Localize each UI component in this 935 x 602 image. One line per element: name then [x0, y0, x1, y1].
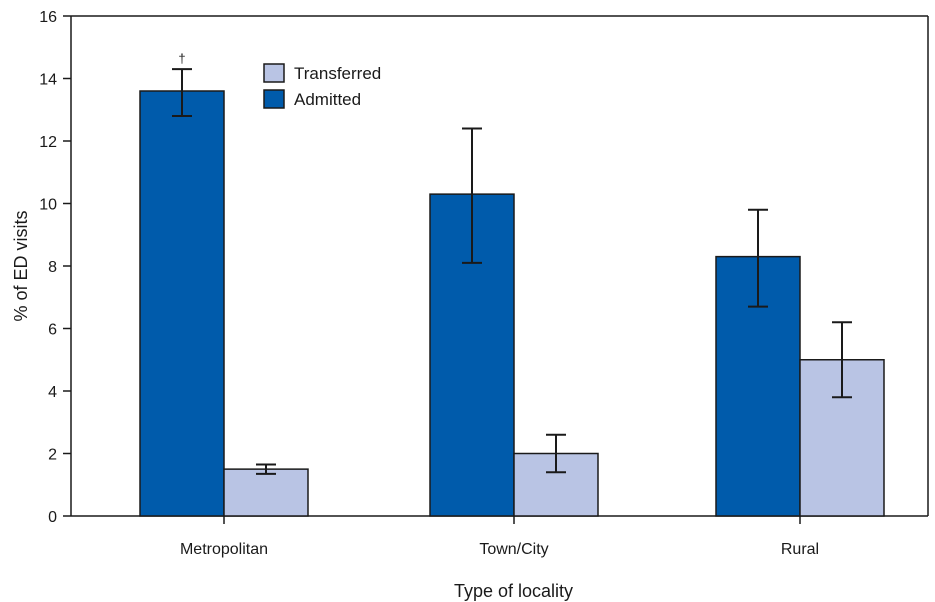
error-bar: [172, 68, 192, 117]
legend-item-transferred: Transferred: [263, 63, 381, 83]
x-tick-label: Town/City: [479, 541, 548, 558]
y-tick-label: 0: [48, 509, 57, 526]
legend-item-admitted: Admitted: [263, 89, 361, 109]
legend-label: Transferred: [294, 64, 381, 83]
error-bars: [172, 68, 852, 475]
x-ticks: Metropolitan Town/City Rural: [180, 516, 819, 558]
legend-label: Admitted: [294, 90, 361, 109]
error-bar: [748, 208, 768, 308]
x-tick-label: Rural: [781, 541, 819, 558]
error-bar: [462, 127, 482, 264]
y-tick-label: 6: [48, 322, 57, 339]
bar-admitted-rural: [715, 255, 801, 517]
dagger-annotation: †: [178, 51, 185, 66]
legend: Transferred Admitted: [263, 63, 381, 109]
bar-admitted-metropolitan: [139, 90, 225, 517]
y-tick-label: 16: [39, 9, 57, 26]
y-tick-label: 8: [48, 259, 57, 276]
bar-transferred-metropolitan: [223, 468, 309, 517]
y-tick-label: 4: [48, 384, 57, 401]
y-tick-label: 14: [39, 72, 57, 89]
x-tick-label: Metropolitan: [180, 541, 268, 558]
annotations: †: [178, 51, 185, 66]
y-tick-label: 12: [39, 134, 57, 151]
legend-swatch: [263, 89, 285, 109]
bars: [139, 90, 885, 517]
y-axis-title: % of ED visits: [11, 210, 31, 321]
error-bar: [832, 321, 852, 399]
y-tick-label: 2: [48, 447, 57, 464]
y-tick-label: 10: [39, 197, 57, 214]
y-ticks: 0 2 4 6 8 10 12 14 16: [39, 9, 71, 526]
legend-swatch: [263, 63, 285, 83]
error-bar: [256, 463, 276, 475]
error-bar: [546, 433, 566, 474]
x-axis-title: Type of locality: [454, 581, 573, 601]
